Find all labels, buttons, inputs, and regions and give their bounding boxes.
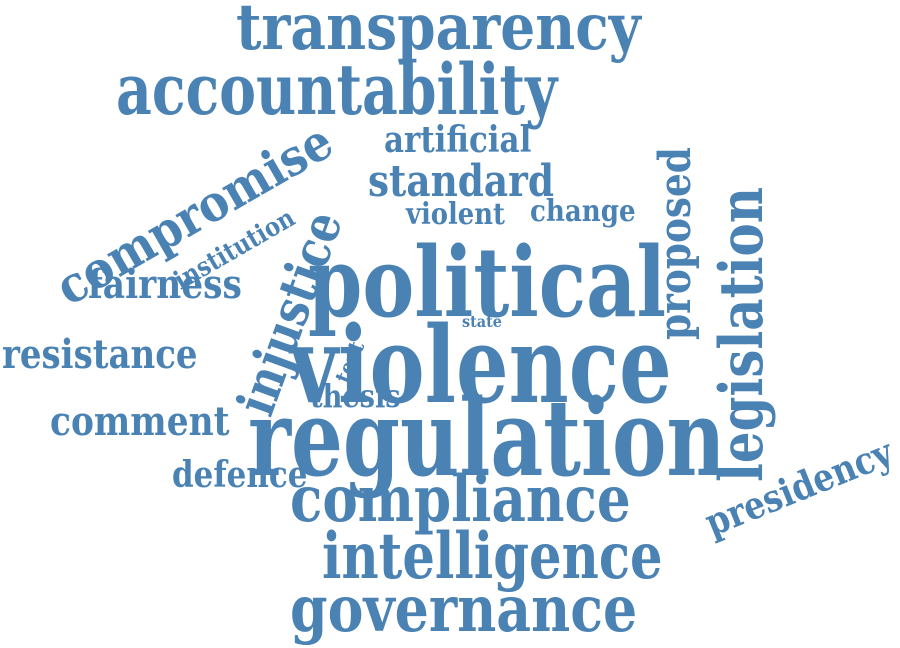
word-violence: violence [290,302,672,427]
word-governance: governance [290,572,638,647]
word-artificial: artificial [384,119,532,161]
word-change: change [530,194,636,229]
word-transparency: transparency [236,0,641,65]
word-fairness: fairness [88,261,242,308]
word-defence: defence [172,454,308,496]
word-standard: standard [368,156,555,207]
word-regulation: regulation [248,375,726,500]
word-compliance: compliance [290,462,631,537]
word-thesis: thesis [310,377,401,415]
word-intelligence: intelligence [322,519,663,594]
word-accountability: accountability [116,48,558,131]
word-political: political [308,226,667,339]
word-comment: comment [50,398,230,445]
word-violent: violent [406,197,505,232]
word-state: state [462,312,502,331]
word-resistance: resistance [2,331,198,378]
